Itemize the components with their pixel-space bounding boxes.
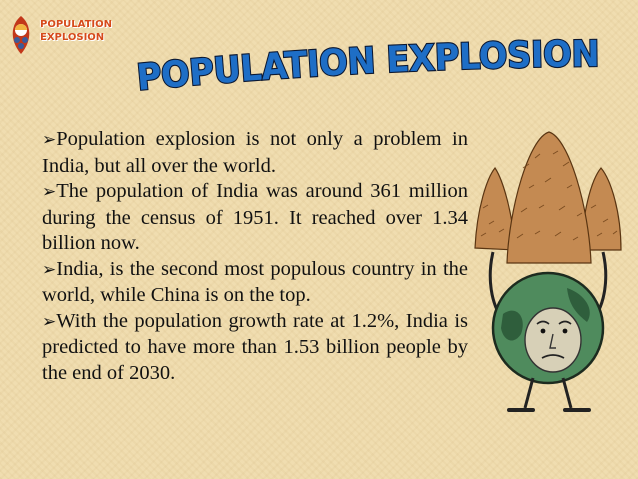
- slide-title-text: POPULATION EXPLOSION: [135, 34, 599, 99]
- overpopulated-earth-cartoon-icon: [474, 131, 622, 412]
- bullet-text: With the population growth rate at 1.2%,…: [42, 309, 468, 384]
- slide-title: POPULATION EXPLOSION: [134, 33, 601, 100]
- logo: POPULATION EXPLOSION: [6, 10, 112, 58]
- crowd-emblem-icon: [12, 16, 30, 54]
- logo-text: POPULATION EXPLOSION: [40, 18, 112, 44]
- arrow-check-bullet-icon: ➢: [42, 259, 57, 280]
- bullet-item: ➢India, is the second most populous coun…: [42, 257, 468, 309]
- bullet-list: ➢Population explosion is not only a prob…: [42, 127, 468, 386]
- slide-title-wrap: POPULATION EXPLOSION: [130, 28, 610, 128]
- bullet-text: Population explosion is not only a probl…: [42, 128, 468, 177]
- logo-line-2: EXPLOSION: [40, 32, 105, 43]
- bullet-item: ➢With the population growth rate at 1.2%…: [42, 309, 468, 387]
- bullet-item: ➢Population explosion is not only a prob…: [42, 127, 468, 179]
- bullet-item: ➢The population of India was around 361 …: [42, 179, 468, 257]
- arrow-check-bullet-icon: ➢: [42, 182, 57, 202]
- bullet-text: India, is the second most populous count…: [42, 257, 468, 307]
- arrow-check-bullet-icon: ➢: [42, 130, 57, 150]
- bullet-text: The population of India was around 361 m…: [42, 180, 468, 254]
- logo-line-1: POPULATION: [40, 19, 113, 30]
- slide-title-textpath: POPULATION EXPLOSION: [134, 33, 601, 100]
- arrow-check-bullet-icon: ➢: [42, 311, 57, 332]
